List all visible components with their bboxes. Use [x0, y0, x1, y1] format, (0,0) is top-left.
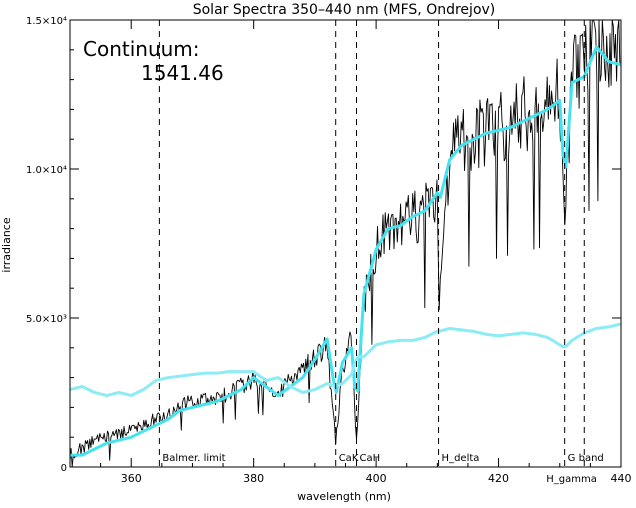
marker-label: H_gamma [546, 474, 597, 485]
x-tick-label: 380 [243, 472, 264, 485]
x-tick-label: 440 [611, 472, 632, 485]
plot-frame [69, 19, 622, 468]
y-tick-label: 5.0×10³ [26, 314, 67, 325]
series-line-smoothed [70, 45, 622, 457]
series-line-continuum [69, 322, 622, 397]
marker-layer: Balmer. limit CaK CaH H_delta G band H_gamma [158, 20, 604, 485]
marker-label: H_delta [442, 453, 480, 464]
x-axis-label: wavelength (nm) [297, 490, 391, 503]
y-tick-label: 1.0×10⁴ [26, 165, 67, 176]
x-tick-label: 360 [121, 472, 142, 485]
x-tick-label: 400 [366, 472, 387, 485]
y-tick-label: 0 [61, 463, 67, 474]
tick-layer: 360 380 400 420 440 0 5.0×10³ 1.0×10⁴ 1.5×10⁴ [26, 16, 632, 485]
x-tick-label: 420 [488, 472, 509, 485]
marker-label: G band [568, 453, 604, 464]
marker-label: CaH [360, 453, 381, 464]
y-axis-label: irradiance [0, 217, 13, 272]
marker-label: CaK [339, 453, 359, 464]
marker-label: Balmer. limit [162, 453, 225, 464]
series-line-noisy-raw [69, 19, 621, 468]
continuum-label: Continuum: [83, 37, 200, 61]
y-tick-label: 1.5×10⁴ [26, 16, 67, 27]
continuum-value: 1541.46 [141, 61, 224, 85]
series-layer [69, 19, 622, 468]
chart-title: Solar Spectra 350–440 nm (MFS, Ondrejov) [193, 2, 496, 18]
